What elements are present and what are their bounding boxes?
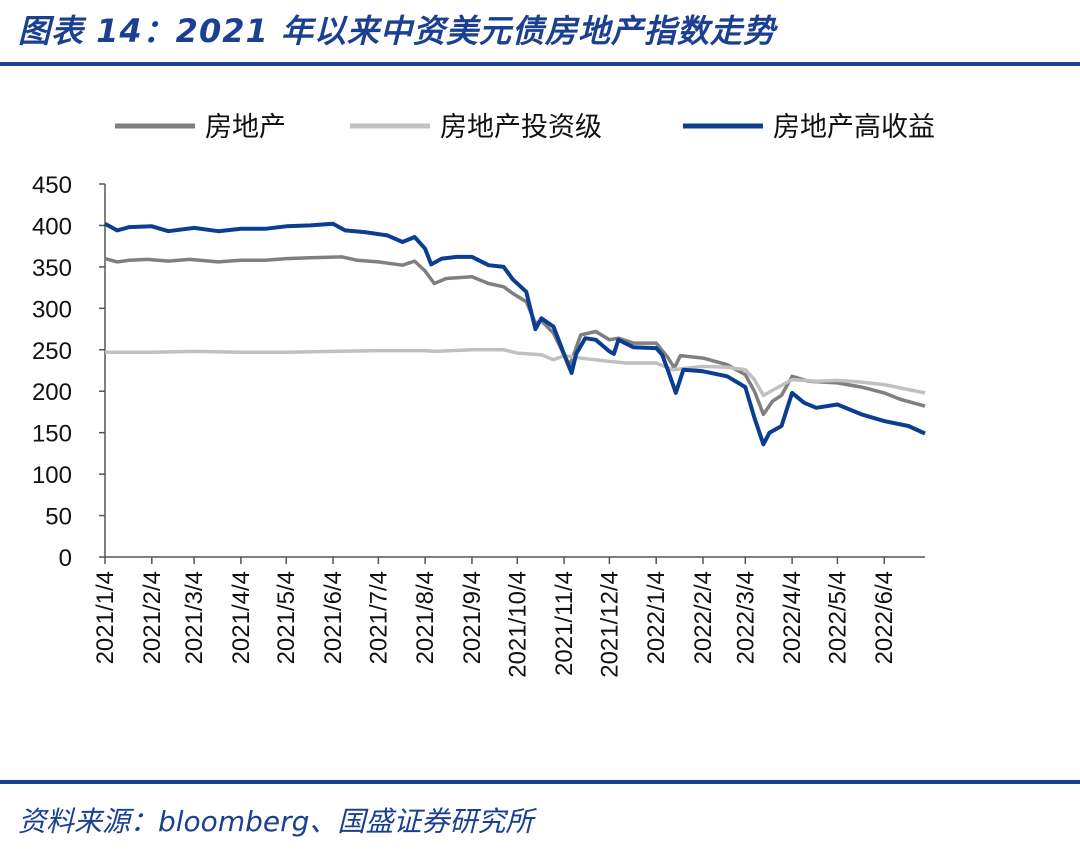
x-tick-label: 2021/8/4 xyxy=(412,571,439,664)
y-tick-label: 300 xyxy=(32,296,72,323)
series-layer xyxy=(104,221,926,447)
x-tick-label: 2021/5/4 xyxy=(273,571,300,664)
legend-label-1: 房地产 xyxy=(205,112,286,143)
x-tick-label: 2022/5/4 xyxy=(824,571,851,664)
x-tick-label: 2021/2/4 xyxy=(139,571,166,664)
y-tick-label: 0 xyxy=(59,545,72,572)
series-line-3 xyxy=(104,221,926,447)
x-tick-label: 2022/3/4 xyxy=(732,571,759,664)
y-tick-label: 250 xyxy=(32,338,72,365)
x-tick-label: 2021/7/4 xyxy=(365,571,392,664)
y-tick-label: 450 xyxy=(32,172,72,199)
header-divider xyxy=(0,62,1080,66)
y-axis: 0 50 100 150 200 250 300 350 400 450 xyxy=(32,172,106,572)
y-tick-label: 400 xyxy=(32,213,72,240)
footer-divider xyxy=(0,780,1080,784)
line-chart: 房地产 房地产投资级 房地产高收益 0 50 100 150 200 250 300 350 400… xyxy=(32,112,935,678)
x-tick-label: 2022/4/4 xyxy=(779,571,806,664)
x-tick-label: 2022/1/4 xyxy=(643,571,670,664)
series-line-2 xyxy=(105,348,926,398)
y-tick-label: 50 xyxy=(45,504,72,531)
legend-label-3: 房地产高收益 xyxy=(773,112,935,143)
source-note: 资料来源：bloomberg、国盛证券研究所 xyxy=(18,805,534,838)
page-title: 图表 14：2021 年以来中资美元债房地产指数走势 xyxy=(18,12,776,50)
x-tick-label: 2021/10/4 xyxy=(504,571,531,678)
y-tick-label: 150 xyxy=(32,421,72,448)
x-tick-label: 2022/6/4 xyxy=(871,571,898,664)
x-tick-label: 2022/2/4 xyxy=(690,571,717,664)
y-tick-label: 200 xyxy=(32,379,72,406)
legend-label-2: 房地产投资级 xyxy=(440,112,602,143)
series-line-1 xyxy=(104,255,926,417)
x-tick-label: 2021/11/4 xyxy=(551,571,578,676)
x-tick-label: 2021/4/4 xyxy=(228,571,255,664)
x-tick-label: 2021/12/4 xyxy=(596,571,623,678)
y-tick-label: 350 xyxy=(32,255,72,282)
x-tick-label: 2021/1/4 xyxy=(92,571,119,664)
x-tick-label: 2021/9/4 xyxy=(459,571,486,664)
chart-legend: 房地产 房地产投资级 房地产高收益 xyxy=(115,112,935,143)
x-tick-label: 2021/6/4 xyxy=(320,571,347,664)
x-axis: 2021/1/4 2021/2/4 2021/3/4 2021/4/4 2021/5/4… xyxy=(92,556,925,678)
y-tick-label: 100 xyxy=(32,462,72,489)
x-tick-label: 2021/3/4 xyxy=(181,571,208,664)
